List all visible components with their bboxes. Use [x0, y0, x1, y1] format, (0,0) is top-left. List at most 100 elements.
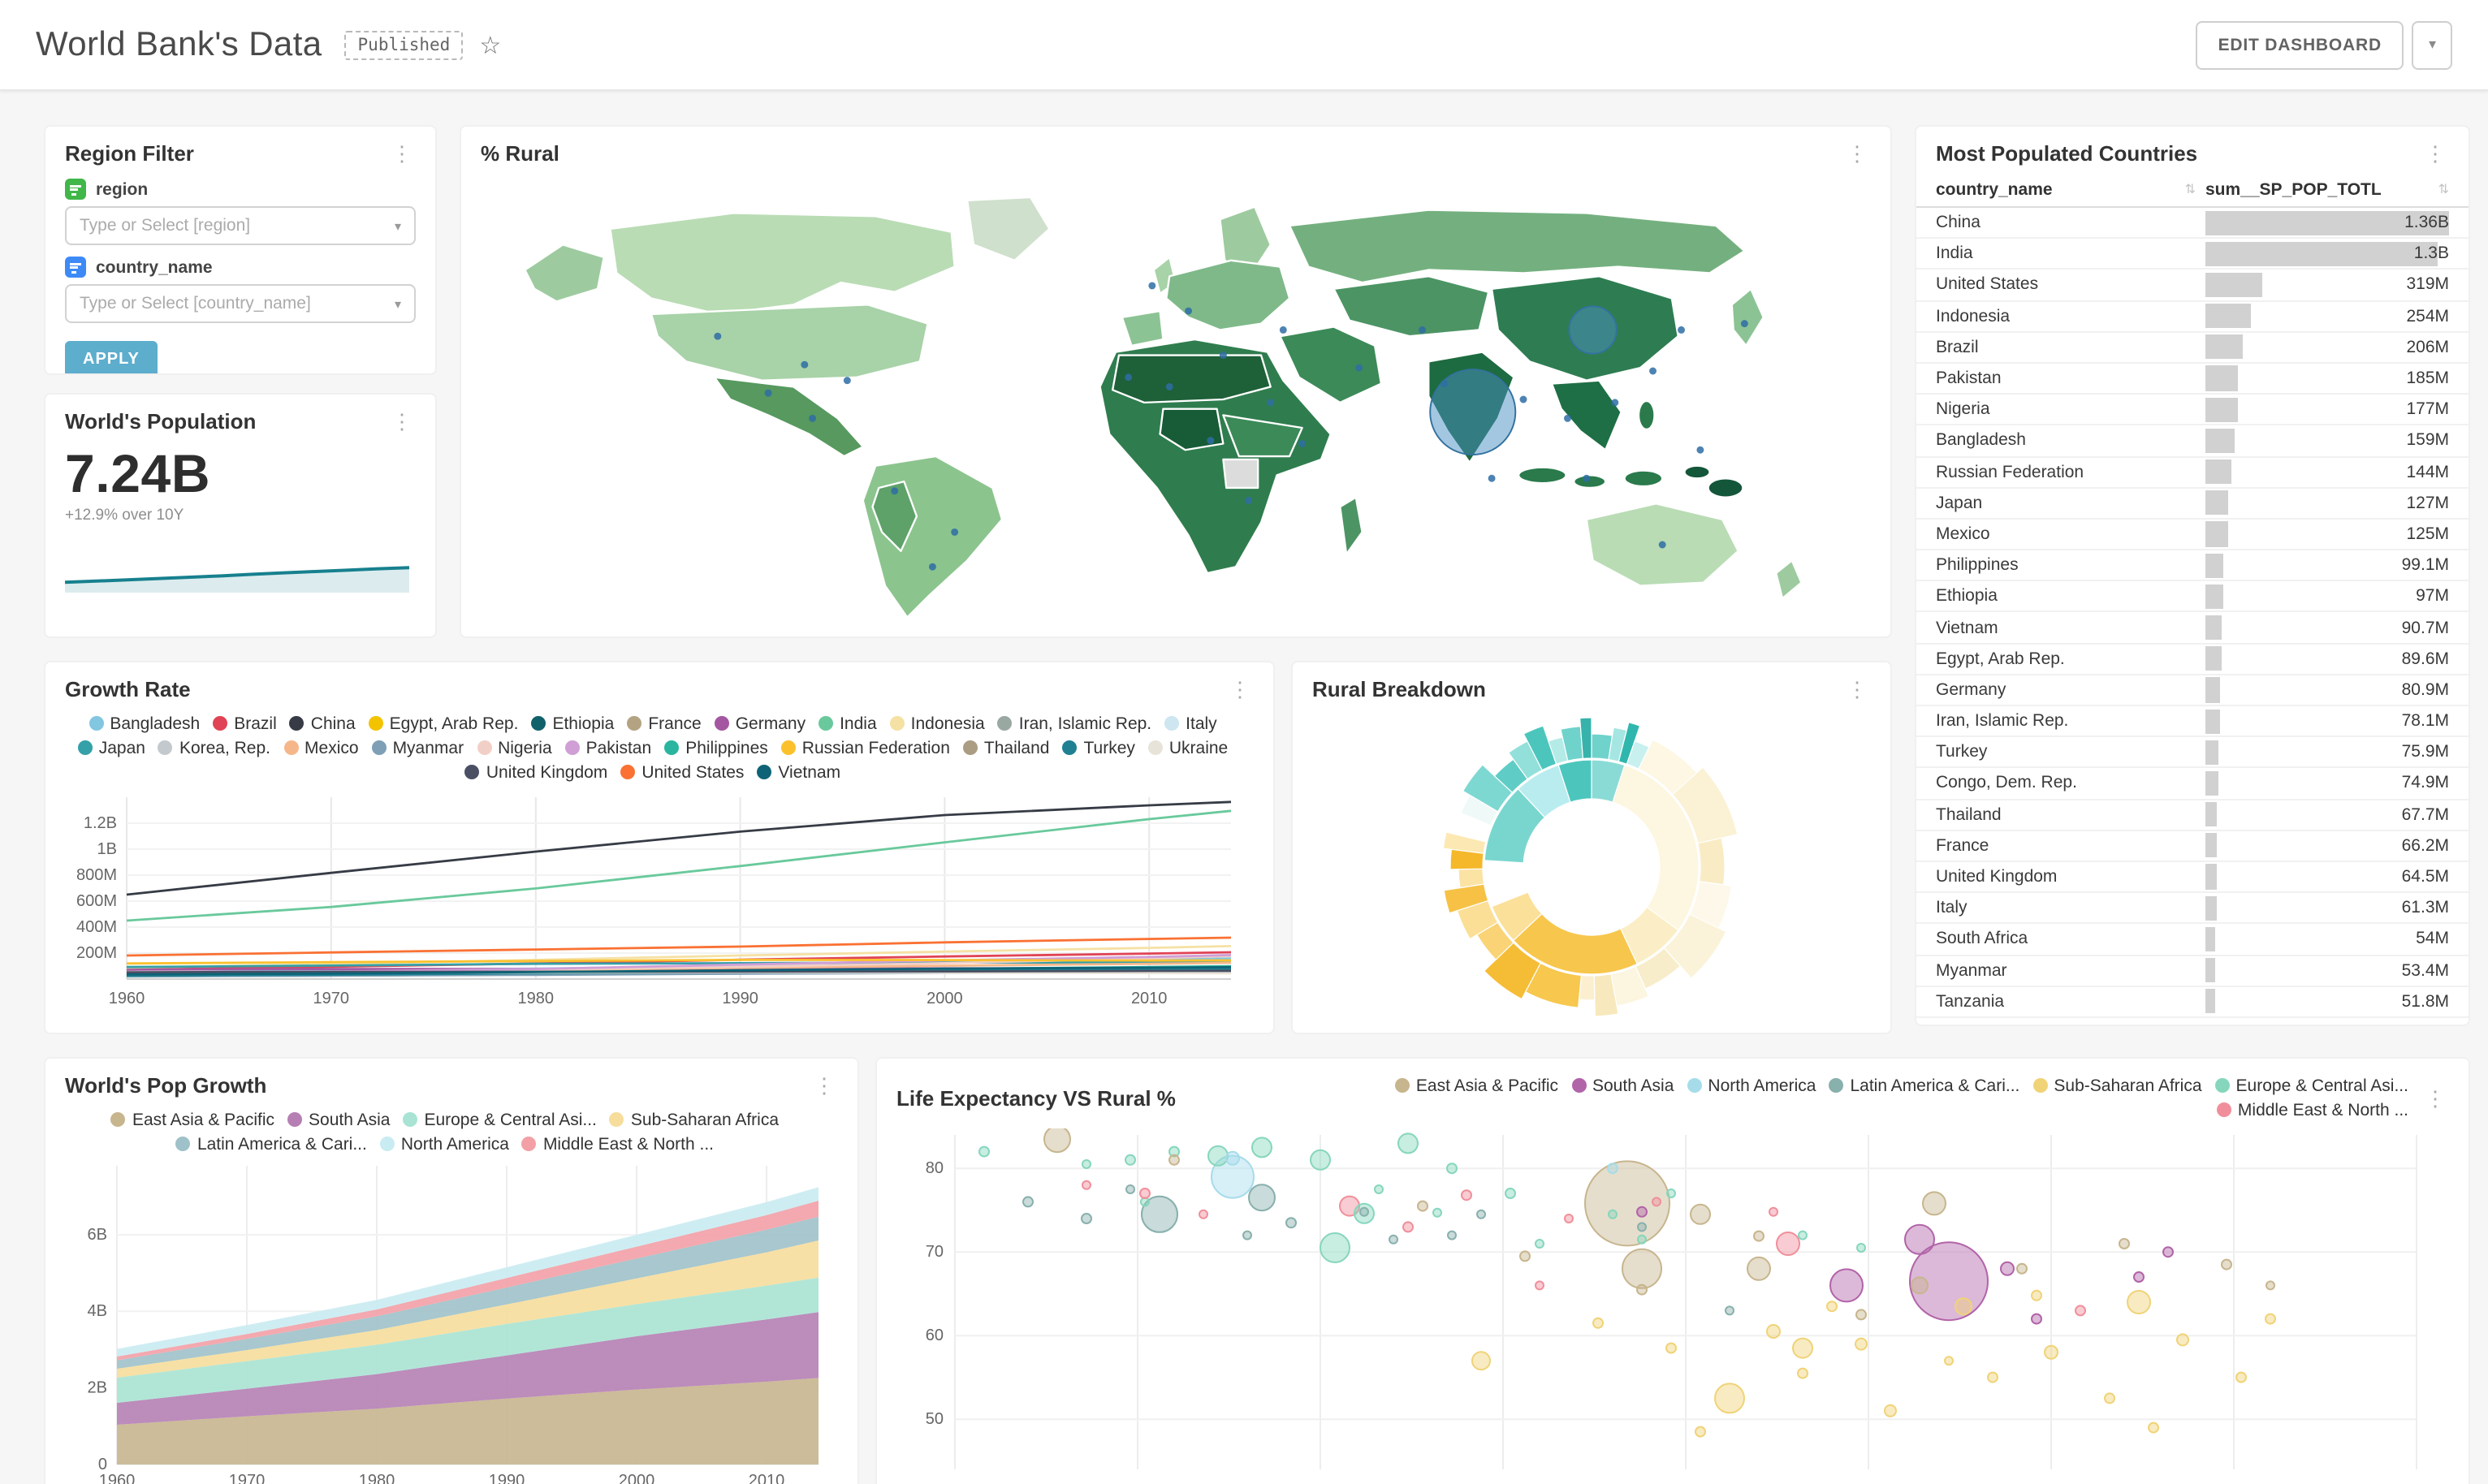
table-row[interactable]: Brazil 206M [1916, 333, 2469, 364]
population-sparkline[interactable] [45, 531, 435, 604]
table-row[interactable]: South Africa 54M [1916, 925, 2469, 956]
legend-item[interactable]: Pakistan [564, 738, 651, 757]
table-row[interactable]: Bangladesh 159M [1916, 426, 2469, 457]
legend-item[interactable]: East Asia & Pacific [110, 1110, 274, 1129]
table-row[interactable]: India 1.3B [1916, 239, 2469, 270]
legend-item[interactable]: Indonesia [889, 714, 985, 733]
kebab-menu-icon[interactable]: ⋮ [2425, 141, 2446, 166]
legend-item[interactable]: Ukraine [1147, 738, 1228, 757]
legend-label: Sub-Saharan Africa [630, 1110, 780, 1129]
growth-rate-chart[interactable]: 1960 1970 1980 1990 2000 2010 200M 400M 600M 800M… [45, 787, 1273, 1015]
legend-item[interactable]: North America [379, 1134, 509, 1154]
table-row[interactable]: Congo, Dem. Rep. 74.9M [1916, 769, 2469, 800]
edit-dashboard-button[interactable]: EDIT DASHBOARD [2195, 20, 2404, 69]
star-icon[interactable]: ☆ [479, 32, 502, 59]
legend-item[interactable]: China [289, 714, 356, 733]
legend-item[interactable]: Japan [77, 738, 145, 757]
legend-item[interactable]: Middle East & North ... [2216, 1100, 2408, 1119]
legend-item[interactable]: Europe & Central Asi... [2214, 1076, 2408, 1095]
legend-item[interactable]: Nigeria [477, 738, 552, 757]
table-row[interactable]: United States 319M [1916, 270, 2469, 302]
table-row[interactable]: Ethiopia 97M [1916, 582, 2469, 613]
table-row[interactable]: Nigeria 177M [1916, 395, 2469, 426]
legend-item[interactable]: Germany [714, 714, 806, 733]
table-row[interactable]: Pakistan 185M [1916, 364, 2469, 395]
legend-label: Sub-Saharan Africa [2054, 1076, 2202, 1095]
legend-item[interactable]: Myanmar [371, 738, 464, 757]
kebab-menu-icon[interactable]: ⋮ [2425, 1085, 2446, 1110]
legend-item[interactable]: South Asia [287, 1110, 390, 1129]
table-row[interactable]: Iran, Islamic Rep. 78.1M [1916, 706, 2469, 738]
legend-label: United States [641, 762, 745, 782]
value-label: 127M [2406, 493, 2449, 513]
table-row[interactable]: Egypt, Arab Rep. 89.6M [1916, 644, 2469, 675]
value-bar [2205, 958, 2215, 983]
table-row[interactable]: Japan 127M [1916, 488, 2469, 520]
value-bar [2205, 334, 2243, 360]
legend-dot [609, 1112, 624, 1127]
pop-growth-chart[interactable]: 1960 1970 1980 1990 2000 2010 0 2B 4B 6B [45, 1159, 857, 1484]
legend-item[interactable]: Russian Federation [780, 738, 950, 757]
legend-item[interactable]: South Asia [1571, 1076, 1674, 1095]
table-row[interactable]: China 1.36B [1916, 208, 2469, 239]
svg-text:50: 50 [926, 1410, 944, 1428]
table-row[interactable]: Tanzania 51.8M [1916, 986, 2469, 1018]
header-caret-button[interactable]: ▾ [2412, 20, 2452, 69]
table-row[interactable]: United Kingdom 64.5M [1916, 862, 2469, 894]
legend-item[interactable]: Philippines [664, 738, 768, 757]
legend-item[interactable]: Sub-Saharan Africa [2032, 1076, 2202, 1095]
map-region[interactable] [524, 244, 605, 303]
legend-item[interactable]: Latin America & Cari... [1829, 1076, 2019, 1095]
table-row[interactable]: Myanmar 53.4M [1916, 956, 2469, 987]
legend-item[interactable]: Bangladesh [89, 714, 200, 733]
legend-item[interactable]: Vietnam [757, 762, 840, 782]
legend-item[interactable]: Turkey [1062, 738, 1135, 757]
legend-dot [379, 1137, 395, 1151]
legend-item[interactable]: United States [620, 762, 744, 782]
kebab-menu-icon[interactable]: ⋮ [391, 409, 413, 434]
world-map[interactable] [461, 172, 1890, 627]
table-row[interactable]: Italy 61.3M [1916, 893, 2469, 925]
legend-item[interactable]: Middle East & North ... [521, 1134, 714, 1154]
legend-item[interactable]: East Asia & Pacific [1394, 1076, 1558, 1095]
legend-item[interactable]: Europe & Central Asi... [403, 1110, 597, 1129]
kebab-menu-icon[interactable]: ⋮ [1229, 677, 1250, 701]
legend-item[interactable]: Ethiopia [531, 714, 614, 733]
kebab-menu-icon[interactable]: ⋮ [1847, 677, 1868, 701]
filter-select[interactable]: Type or Select [region] ▾ [65, 206, 416, 245]
legend-item[interactable]: United Kingdom [464, 762, 607, 782]
legend-item[interactable]: Mexico [283, 738, 359, 757]
legend-item[interactable]: Thailand [962, 738, 1049, 757]
table-row[interactable]: Vietnam 90.7M [1916, 613, 2469, 645]
column-header-country-name[interactable]: country_name ⇅ [1936, 179, 2205, 199]
life-vs-rural-chart[interactable]: 80 70 60 50 [877, 1128, 2469, 1484]
rural-breakdown-chart[interactable] [1293, 708, 1890, 1026]
legend-item[interactable]: Iran, Islamic Rep. [997, 714, 1151, 733]
svg-text:1990: 1990 [722, 990, 758, 1007]
legend-item[interactable]: India [819, 714, 877, 733]
svg-text:4B: 4B [88, 1302, 107, 1320]
column-header-population[interactable]: sum__SP_POP_TOTL ⇅ [2205, 179, 2449, 199]
filter-select[interactable]: Type or Select [country_name] ▾ [65, 284, 416, 323]
legend-item[interactable]: Korea, Rep. [158, 738, 270, 757]
legend-dot [521, 1137, 537, 1151]
legend-item[interactable]: Italy [1164, 714, 1217, 733]
legend-item[interactable]: France [627, 714, 702, 733]
legend-item[interactable]: Brazil [213, 714, 277, 733]
table-row[interactable]: Philippines 99.1M [1916, 550, 2469, 582]
legend-item[interactable]: Egypt, Arab Rep. [368, 714, 518, 733]
legend-item[interactable]: North America [1687, 1076, 1816, 1095]
table-row[interactable]: Mexico 125M [1916, 520, 2469, 551]
kebab-menu-icon[interactable]: ⋮ [814, 1073, 835, 1098]
kebab-menu-icon[interactable]: ⋮ [1847, 141, 1868, 166]
table-row[interactable]: Germany 80.9M [1916, 675, 2469, 706]
kebab-menu-icon[interactable]: ⋮ [391, 141, 413, 166]
table-row[interactable]: Turkey 75.9M [1916, 737, 2469, 769]
legend-item[interactable]: Latin America & Cari... [175, 1134, 367, 1154]
legend-item[interactable]: Sub-Saharan Africa [609, 1110, 780, 1129]
apply-button[interactable]: APPLY [65, 341, 158, 373]
table-row[interactable]: Thailand 67.7M [1916, 800, 2469, 831]
table-row[interactable]: Indonesia 254M [1916, 301, 2469, 333]
table-row[interactable]: France 66.2M [1916, 831, 2469, 862]
table-row[interactable]: Russian Federation 144M [1916, 457, 2469, 489]
